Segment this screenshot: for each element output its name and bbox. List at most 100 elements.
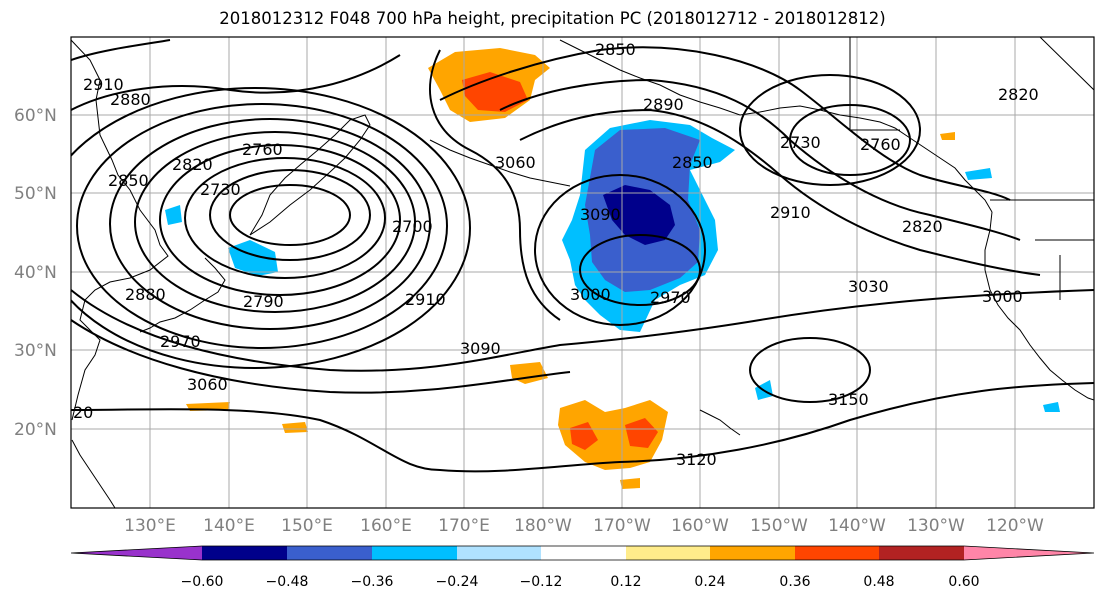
contour-line [209, 169, 371, 261]
colorbar-outline [70, 545, 1095, 561]
contour-label: 2730 [200, 180, 241, 199]
contour-label: 2850 [108, 171, 149, 190]
contour-label: 2880 [110, 90, 151, 109]
colorbar-tick: 0.48 [863, 574, 894, 590]
colorbar-bin [287, 546, 372, 560]
negative-precip-center [603, 185, 675, 245]
contour-line [71, 289, 1094, 372]
contour-label: 3030 [848, 277, 889, 296]
positive-precip-small [620, 478, 640, 489]
contour-label: 2970 [650, 288, 691, 307]
north-america-coast [984, 211, 1094, 401]
contour-label: 3000 [570, 285, 611, 304]
longitude-labels: 130°E 140°E 150°E 160°E 170°E 180°W 170°… [124, 516, 1044, 536]
colorbar-extend-max [964, 546, 1094, 560]
plot-title: 2018012312 F048 700 hPa height, precipit… [219, 9, 886, 28]
positive-precip-region [558, 400, 668, 470]
map-area: 2910 2880 2850 2820 2760 2730 2790 2880 … [71, 37, 1094, 508]
contour-label: 3000 [982, 287, 1023, 306]
lon-label: 150°E [281, 516, 333, 536]
colorbar-tick: 0.36 [779, 574, 810, 590]
colorbar-bin [795, 546, 879, 560]
contour-label: 3060 [495, 153, 536, 172]
colorbar-tick: −0.36 [351, 574, 394, 590]
colorbar-tick: −0.12 [520, 574, 563, 590]
colorbar: −0.60 −0.48 −0.36 −0.24 −0.12 0.12 0.24 … [70, 545, 1095, 590]
lon-label: 160°W [671, 516, 729, 536]
lon-label: 140°E [203, 516, 255, 536]
contour-line [71, 382, 1094, 473]
graticule [71, 37, 1094, 508]
lat-label: 60°N [14, 106, 57, 126]
contour-label: 3090 [580, 205, 621, 224]
contour-line [76, 103, 448, 349]
contour-label: 2850 [595, 40, 636, 59]
kamchatka-coast [249, 114, 371, 236]
contour-label: 20 [73, 403, 93, 422]
philippines-coast [71, 439, 116, 508]
contour-label: 2880 [125, 285, 166, 304]
colorbar-bin [626, 546, 710, 560]
positive-precip-small [282, 422, 308, 433]
contour-line [579, 234, 701, 306]
contour-line [789, 104, 911, 176]
colorbar-tick: −0.24 [436, 574, 479, 590]
contour-label: 2910 [405, 290, 446, 309]
lon-label: 140°W [828, 516, 886, 536]
lon-label: 130°E [124, 516, 176, 536]
lon-label: 180°W [514, 516, 572, 536]
small-negative-region [165, 205, 182, 225]
contour-label: 2910 [83, 75, 124, 94]
positive-precip-core [462, 72, 528, 112]
colorbar-bin [710, 546, 795, 560]
colorbar-tick: 0.60 [948, 574, 979, 590]
colorbar-tick: −0.60 [181, 574, 224, 590]
contour-labels: 2910 2880 2850 2820 2760 2730 2790 2880 … [73, 40, 1039, 469]
contour-label: 2890 [643, 95, 684, 114]
contour-label: 2820 [998, 85, 1039, 104]
lat-label: 50°N [14, 184, 57, 204]
contour-label: 3060 [187, 375, 228, 394]
positive-precip-small [940, 132, 955, 140]
colorbar-tick: 0.24 [694, 574, 725, 590]
contour-label: 3120 [676, 450, 717, 469]
map-frame [70, 36, 1095, 509]
colorbar-tick: −0.48 [266, 574, 309, 590]
lat-label: 40°N [14, 263, 57, 283]
contour-line [184, 157, 386, 279]
contour-line [71, 54, 401, 111]
colorbar-extend-min [71, 546, 202, 560]
contour-label: 2970 [160, 332, 201, 351]
borders [849, 37, 1094, 300]
contour-line [229, 184, 351, 246]
colorbar-bin [202, 546, 287, 560]
colorbar-bin [879, 546, 964, 560]
contour-line [429, 49, 561, 321]
contour-line [739, 74, 921, 186]
lat-label: 30°N [14, 341, 57, 361]
height-contours [71, 39, 1094, 473]
contour-label: 2910 [770, 203, 811, 222]
contour-line [71, 319, 571, 394]
small-negative-region [228, 240, 278, 276]
lon-label: 150°W [750, 516, 808, 536]
small-negative-region [965, 168, 992, 180]
contour-label: 2730 [780, 133, 821, 152]
hawaii [699, 409, 741, 436]
contour-line [749, 337, 871, 403]
contour-line [109, 118, 431, 330]
lat-label: 20°N [14, 420, 57, 440]
lon-label: 170°E [438, 516, 490, 536]
lon-label: 170°W [593, 516, 651, 536]
contour-label: 3150 [828, 390, 869, 409]
lon-label: 160°E [360, 516, 412, 536]
contour-line [71, 87, 471, 369]
contour-line [159, 144, 401, 296]
contour-line [134, 131, 416, 313]
contour-label: 2760 [860, 135, 901, 154]
contour-label: 2790 [243, 292, 284, 311]
aleutians [429, 139, 571, 187]
contour-line [71, 39, 171, 61]
contour-label: 2760 [242, 140, 283, 159]
